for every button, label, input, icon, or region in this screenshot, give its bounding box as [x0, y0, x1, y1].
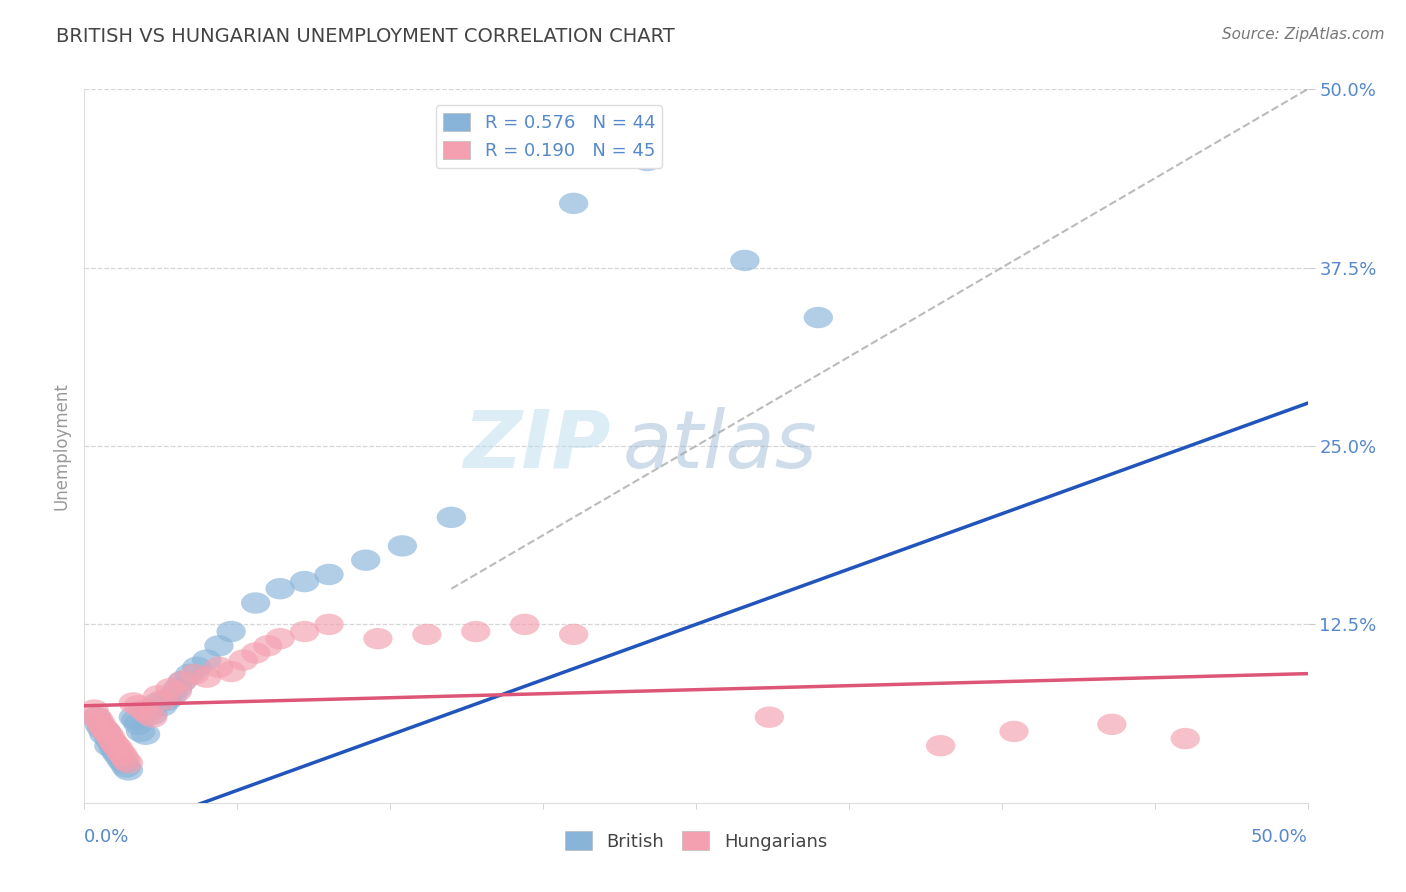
Ellipse shape — [82, 706, 111, 728]
Ellipse shape — [104, 738, 134, 759]
Ellipse shape — [730, 250, 759, 271]
Ellipse shape — [94, 735, 124, 756]
Legend: British, Hungarians: British, Hungarians — [558, 824, 834, 858]
Ellipse shape — [101, 735, 131, 756]
Ellipse shape — [134, 704, 163, 725]
Ellipse shape — [118, 706, 148, 728]
Ellipse shape — [153, 690, 183, 711]
Ellipse shape — [927, 735, 955, 756]
Ellipse shape — [412, 624, 441, 645]
Ellipse shape — [91, 721, 121, 742]
Ellipse shape — [97, 728, 127, 749]
Ellipse shape — [163, 678, 193, 699]
Ellipse shape — [143, 685, 173, 706]
Ellipse shape — [91, 721, 121, 742]
Ellipse shape — [163, 681, 193, 702]
Ellipse shape — [107, 742, 136, 764]
Ellipse shape — [167, 671, 197, 692]
Ellipse shape — [157, 685, 187, 706]
Ellipse shape — [114, 759, 143, 780]
Ellipse shape — [138, 706, 167, 728]
Ellipse shape — [437, 507, 465, 528]
Ellipse shape — [118, 692, 148, 714]
Ellipse shape — [183, 657, 211, 678]
Ellipse shape — [180, 664, 209, 685]
Ellipse shape — [148, 695, 177, 716]
Text: BRITISH VS HUNGARIAN UNEMPLOYMENT CORRELATION CHART: BRITISH VS HUNGARIAN UNEMPLOYMENT CORREL… — [56, 27, 675, 45]
Ellipse shape — [143, 692, 173, 714]
Ellipse shape — [127, 721, 155, 742]
Ellipse shape — [755, 706, 785, 728]
Ellipse shape — [204, 657, 233, 678]
Ellipse shape — [266, 628, 295, 649]
Ellipse shape — [98, 732, 128, 754]
Ellipse shape — [84, 709, 114, 731]
Ellipse shape — [266, 578, 295, 599]
Ellipse shape — [804, 307, 832, 328]
Ellipse shape — [94, 728, 124, 749]
Ellipse shape — [253, 635, 283, 657]
Text: 0.0%: 0.0% — [84, 828, 129, 846]
Ellipse shape — [229, 649, 259, 671]
Ellipse shape — [240, 592, 270, 614]
Ellipse shape — [167, 671, 197, 692]
Ellipse shape — [108, 752, 138, 773]
Text: Source: ZipAtlas.com: Source: ZipAtlas.com — [1222, 27, 1385, 42]
Ellipse shape — [104, 745, 134, 766]
Ellipse shape — [82, 706, 111, 728]
Ellipse shape — [124, 695, 153, 716]
Ellipse shape — [107, 749, 136, 771]
Ellipse shape — [217, 621, 246, 642]
Ellipse shape — [290, 621, 319, 642]
Ellipse shape — [87, 714, 117, 735]
Ellipse shape — [108, 745, 138, 766]
Ellipse shape — [138, 704, 167, 725]
Ellipse shape — [560, 624, 588, 645]
Ellipse shape — [315, 564, 343, 585]
Ellipse shape — [128, 699, 157, 721]
Ellipse shape — [98, 738, 128, 759]
Ellipse shape — [315, 614, 343, 635]
Ellipse shape — [131, 723, 160, 745]
Ellipse shape — [204, 635, 233, 657]
Ellipse shape — [290, 571, 319, 592]
Ellipse shape — [80, 699, 108, 721]
Text: 50.0%: 50.0% — [1251, 828, 1308, 846]
Ellipse shape — [87, 718, 117, 739]
Ellipse shape — [84, 714, 114, 735]
Ellipse shape — [363, 628, 392, 649]
Ellipse shape — [174, 664, 204, 685]
Ellipse shape — [388, 535, 418, 557]
Ellipse shape — [217, 661, 246, 682]
Ellipse shape — [1000, 721, 1029, 742]
Ellipse shape — [111, 749, 141, 771]
Ellipse shape — [97, 732, 127, 754]
Ellipse shape — [101, 742, 131, 764]
Ellipse shape — [121, 709, 150, 731]
Ellipse shape — [155, 678, 184, 699]
Ellipse shape — [193, 666, 221, 688]
Ellipse shape — [114, 752, 143, 773]
Ellipse shape — [1097, 714, 1126, 735]
Ellipse shape — [89, 723, 118, 745]
Ellipse shape — [560, 193, 588, 214]
Ellipse shape — [510, 614, 540, 635]
Ellipse shape — [111, 756, 141, 778]
Ellipse shape — [193, 649, 221, 671]
Ellipse shape — [94, 723, 124, 745]
Ellipse shape — [1171, 728, 1199, 749]
Y-axis label: Unemployment: Unemployment — [52, 382, 70, 510]
Text: atlas: atlas — [623, 407, 817, 485]
Ellipse shape — [89, 718, 118, 739]
Ellipse shape — [136, 699, 165, 721]
Ellipse shape — [352, 549, 381, 571]
Text: ZIP: ZIP — [463, 407, 610, 485]
Ellipse shape — [148, 690, 177, 711]
Ellipse shape — [124, 714, 153, 735]
Ellipse shape — [633, 150, 662, 171]
Ellipse shape — [240, 642, 270, 664]
Ellipse shape — [461, 621, 491, 642]
